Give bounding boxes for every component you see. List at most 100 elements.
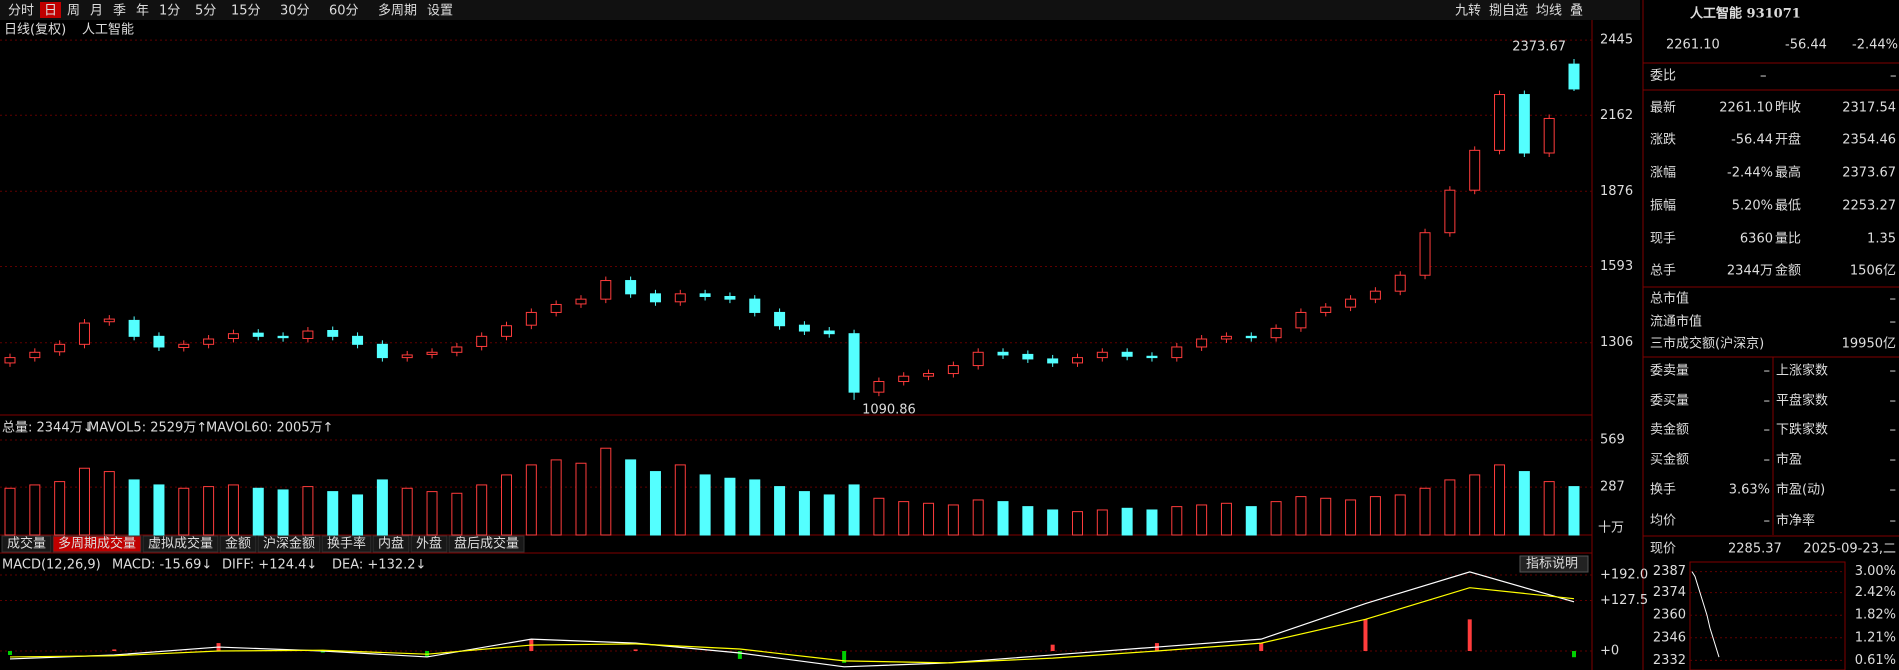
value: – — [1890, 394, 1897, 409]
volume-bar — [625, 459, 637, 536]
macd-bar — [1363, 619, 1368, 652]
volume-bar — [401, 487, 413, 536]
label: 金额 — [1775, 263, 1801, 279]
date: 2025-09-23,二 — [1803, 542, 1896, 557]
candle-body — [1295, 311, 1307, 329]
volume-bar — [997, 501, 1009, 536]
value: – — [1890, 364, 1897, 379]
label: 总市值 — [1650, 291, 1689, 307]
volume-bar — [4, 487, 16, 536]
volume-bar — [1320, 497, 1332, 536]
period-tab[interactable]: 分时 — [8, 4, 34, 19]
period-tab[interactable]: 日 — [44, 4, 57, 19]
period-tab[interactable]: 年 — [136, 4, 149, 19]
candle-body — [823, 330, 835, 335]
value: – — [1890, 483, 1897, 498]
candle-body — [699, 293, 711, 297]
volume-bar — [550, 459, 562, 536]
volume-bar — [724, 477, 736, 536]
volume-bar — [1270, 501, 1282, 536]
candle-body — [600, 280, 612, 300]
value: 2253.27 — [1842, 199, 1896, 214]
volume-bar — [1345, 499, 1357, 536]
indicator-tab[interactable]: 多周期成交量 — [58, 536, 136, 552]
period-tab[interactable]: 月 — [90, 4, 103, 19]
label: 下跌家数 — [1776, 422, 1828, 438]
annotation: 2373.67 — [1512, 40, 1566, 55]
macd-bar — [633, 649, 638, 652]
candle-body — [947, 365, 959, 375]
legend-entry: MACD(12,26,9) — [2, 558, 101, 573]
candle-body — [227, 333, 239, 339]
volume-bar — [153, 484, 165, 536]
toolbar-button[interactable]: 均线 — [1536, 4, 1562, 19]
volume-bar — [1071, 511, 1083, 536]
period-tab[interactable]: 15分 — [231, 4, 261, 19]
indicator-tab[interactable]: 外盘 — [416, 536, 442, 552]
candle-body — [252, 332, 264, 337]
pct-label: 2.42% — [1855, 585, 1896, 600]
macd-bar — [1050, 644, 1055, 652]
indicator-help[interactable]: 指标说明 — [1526, 557, 1578, 572]
volume-bar — [848, 484, 860, 536]
y-tick-label: 2374 — [1653, 585, 1686, 600]
volume-bar — [203, 486, 215, 536]
value: 19950亿 — [1842, 337, 1896, 352]
candle-body — [451, 346, 463, 353]
volume-bar — [699, 474, 711, 536]
indicator-tab[interactable]: 沪深金额 — [263, 536, 315, 552]
period-tab[interactable]: 周 — [67, 4, 80, 19]
volume-bar — [774, 486, 786, 536]
volume-bar — [1419, 487, 1431, 536]
stock-name: 人工智能 931071 — [1690, 6, 1801, 22]
indicator-tab[interactable]: 盘后成交量 — [454, 536, 519, 552]
candle-body — [525, 311, 537, 326]
toolbar-button[interactable]: 捌自选 — [1489, 3, 1528, 19]
candle-body — [749, 298, 761, 313]
indicator-tab[interactable]: 虚拟成交量 — [148, 536, 213, 552]
candle-body — [476, 335, 488, 347]
candle-body — [848, 333, 860, 393]
label: 均价 — [1650, 514, 1676, 529]
period-tab[interactable]: 5分 — [195, 4, 216, 19]
period-tab[interactable]: 季 — [113, 4, 126, 19]
period-tab[interactable]: 设置 — [427, 4, 453, 19]
indicator-tab[interactable]: 金额 — [225, 536, 251, 552]
legend-entry: 总量: 2344万↓ — [2, 421, 94, 436]
candle-body — [1022, 353, 1034, 360]
macd-bar — [1572, 651, 1576, 658]
label: 振幅 — [1650, 199, 1676, 214]
indicator-tab[interactable]: 成交量 — [7, 536, 46, 552]
annotation: 1090.86 — [862, 402, 916, 417]
period-tab[interactable]: 30分 — [280, 4, 310, 19]
volume-bar — [649, 471, 661, 536]
macd-bar — [1467, 619, 1472, 652]
candle-body — [1121, 351, 1133, 357]
volume-bar — [1518, 471, 1530, 536]
period-tab[interactable]: 1分 — [159, 4, 180, 19]
candle-body — [798, 324, 810, 332]
tab-bg — [448, 535, 525, 553]
label: 市盈(动) — [1776, 482, 1825, 498]
candle-body — [1220, 335, 1232, 340]
volume-bar — [1171, 506, 1183, 536]
indicator-tab[interactable]: 换手率 — [327, 536, 366, 552]
period-tab[interactable]: 60分 — [329, 4, 359, 19]
y-tick-label: 1876 — [1600, 184, 1633, 199]
indicator-tab[interactable]: 内盘 — [378, 536, 404, 552]
toolbar-button[interactable]: 九转 — [1455, 4, 1481, 19]
toolbar-button[interactable]: 叠 — [1570, 4, 1583, 19]
candle-body — [997, 351, 1009, 356]
volume-bar — [227, 484, 239, 536]
period-tab[interactable]: 多周期 — [378, 3, 417, 19]
tab-bg — [219, 535, 257, 553]
label: 开盘 — [1775, 132, 1801, 148]
volume-bar — [873, 497, 885, 536]
macd-line — [9, 587, 1575, 664]
label: 委比 — [1650, 69, 1676, 84]
value: 2354.46 — [1842, 133, 1896, 148]
candle-body — [1469, 149, 1481, 191]
candle-body — [1568, 63, 1580, 90]
y-tick-label: 2387 — [1653, 564, 1686, 579]
